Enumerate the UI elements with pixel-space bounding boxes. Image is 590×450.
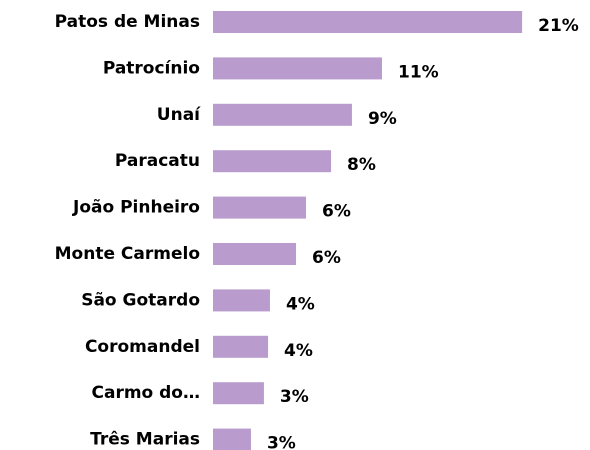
bar [213, 103, 352, 126]
category-label: João Pinheiro [72, 198, 200, 218]
value-label: 6% [312, 248, 341, 268]
bar [213, 57, 382, 80]
bar [213, 428, 251, 450]
bar [213, 382, 264, 405]
category-label: Paracatu [115, 151, 200, 171]
bar [213, 289, 270, 312]
bar [213, 335, 269, 358]
value-label: 9% [368, 109, 397, 129]
category-label: Patrocínio [103, 58, 200, 78]
category-label: Coromandel [85, 337, 200, 357]
category-label: Carmo do… [92, 383, 201, 403]
bar [213, 243, 297, 265]
value-label: 21% [538, 16, 579, 36]
category-label: Três Marias [90, 430, 200, 450]
category-label: Monte Carmelo [55, 244, 200, 264]
category-label: Patos de Minas [55, 12, 200, 32]
category-label: Unaí [157, 105, 201, 125]
value-label: 8% [347, 155, 376, 175]
value-label: 3% [280, 387, 309, 407]
bar [213, 196, 307, 219]
value-label: 11% [398, 62, 439, 82]
category-label: São Gotardo [81, 290, 200, 310]
value-label: 3% [267, 434, 296, 450]
value-label: 6% [322, 202, 351, 222]
bar [213, 11, 523, 33]
value-label: 4% [286, 294, 315, 314]
value-label: 4% [284, 341, 313, 361]
bar [213, 150, 332, 173]
